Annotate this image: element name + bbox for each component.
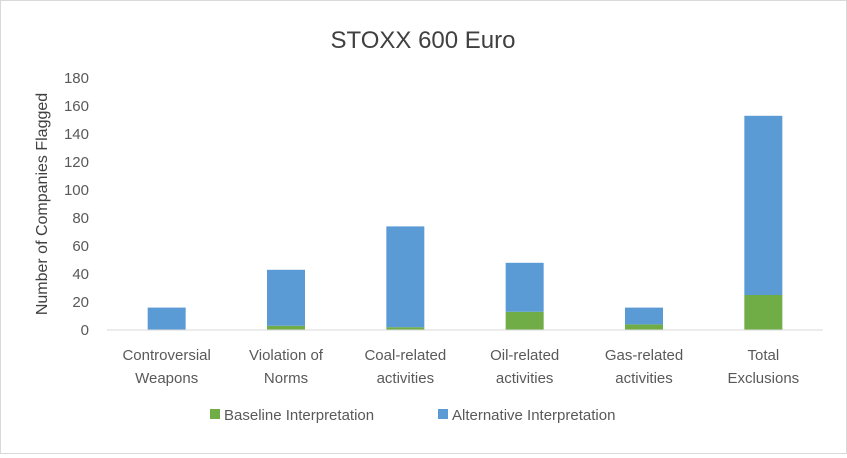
x-tick-label: activities: [377, 370, 435, 387]
legend: Baseline Interpretation Alternative Inter…: [210, 407, 615, 424]
y-tick-label: 60: [72, 238, 89, 255]
bar-baseline: [744, 295, 783, 330]
bar-alternative: [744, 115, 783, 295]
x-tick-label: Coal-related: [364, 347, 446, 364]
x-tick-label: Norms: [264, 370, 308, 387]
chart-title: STOXX 600 Euro: [331, 27, 516, 54]
x-tick-label: activities: [615, 370, 673, 387]
legend-swatch: [438, 409, 448, 419]
x-tick-label: activities: [496, 370, 554, 387]
x-tick-label: Exclusions: [727, 370, 799, 387]
x-tick-label: Violation of: [249, 347, 324, 364]
x-tick-label: Controversial: [122, 347, 210, 364]
plot-area: 0 20 40 60 80 100 120 140 160 180 Controversial Wea…: [64, 70, 823, 387]
bar-alternative: [267, 269, 305, 326]
y-tick-label: 140: [64, 126, 89, 143]
y-tick-label: 80: [72, 210, 89, 227]
x-tick-label: Oil-related: [490, 347, 559, 364]
y-tick-label: 160: [64, 98, 89, 115]
y-tick-label: 120: [64, 154, 89, 171]
legend-label: Baseline Interpretation: [224, 407, 374, 424]
legend-swatch: [210, 409, 220, 419]
bar-baseline: [386, 327, 425, 330]
bar-alternative: [505, 262, 544, 312]
x-tick-label: Gas-related: [605, 347, 683, 364]
y-tick-label: 40: [72, 266, 89, 283]
legend-label: Alternative Interpretation: [452, 407, 615, 424]
bar-baseline: [625, 324, 663, 330]
bar-alternative: [386, 226, 425, 328]
x-tick-label: Weapons: [135, 370, 198, 387]
bar-alternative: [147, 307, 186, 330]
y-tick-label: 0: [81, 322, 89, 339]
bar-baseline: [267, 325, 305, 330]
x-tick-label: Total: [747, 347, 779, 364]
bar-baseline: [505, 311, 544, 330]
bar-alternative: [625, 307, 663, 325]
y-axis-label: Number of Companies Flagged: [34, 93, 51, 315]
y-tick-label: 20: [72, 294, 89, 311]
y-tick-label: 100: [64, 182, 89, 199]
y-tick-label: 180: [64, 70, 89, 87]
